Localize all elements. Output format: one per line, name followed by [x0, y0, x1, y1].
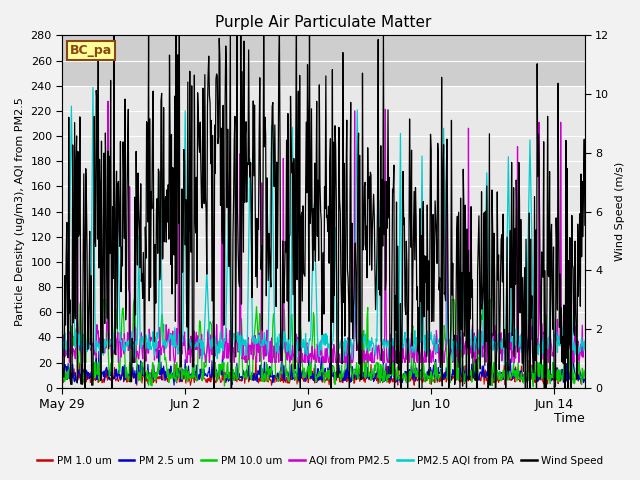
Y-axis label: Particle Density (ug/m3), AQI from PM2.5: Particle Density (ug/m3), AQI from PM2.5 — [15, 97, 25, 326]
Text: Time: Time — [554, 412, 585, 425]
Bar — [62, 36, 585, 85]
Legend: PM 1.0 um, PM 2.5 um, PM 10.0 um, AQI from PM2.5, PM2.5 AQI from PA, Wind Speed: PM 1.0 um, PM 2.5 um, PM 10.0 um, AQI fr… — [33, 452, 607, 470]
Text: BC_pa: BC_pa — [70, 44, 112, 57]
Title: Purple Air Particulate Matter: Purple Air Particulate Matter — [216, 15, 432, 30]
Y-axis label: Wind Speed (m/s): Wind Speed (m/s) — [615, 162, 625, 261]
